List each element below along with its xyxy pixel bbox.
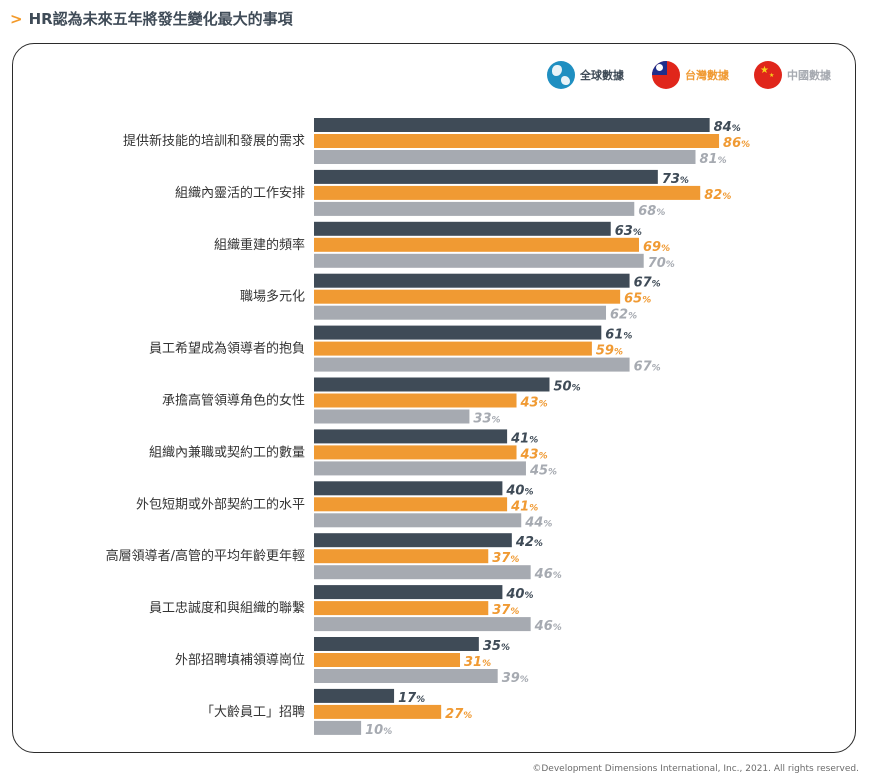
bar xyxy=(314,289,621,304)
data-label: 59% xyxy=(596,344,623,359)
bar xyxy=(314,185,701,200)
bar xyxy=(314,481,503,496)
category-label: 承擔高管領導角色的女性 xyxy=(162,393,305,409)
bar xyxy=(314,273,630,288)
data-label: 46% xyxy=(534,567,562,582)
bar xyxy=(314,461,526,476)
data-label: 62% xyxy=(610,308,637,323)
globe-icon xyxy=(547,61,575,89)
bar xyxy=(314,201,635,216)
data-label: 35% xyxy=(483,639,510,654)
bar xyxy=(314,409,470,424)
bar xyxy=(314,341,592,356)
category-label: 外部招聘填補領導崗位 xyxy=(175,652,305,668)
bar xyxy=(314,549,489,564)
bar xyxy=(314,305,607,320)
chart-card xyxy=(12,43,856,753)
data-label: 17% xyxy=(398,691,425,706)
legend-label-china: 中國數據 xyxy=(787,69,831,82)
data-label: 43% xyxy=(520,447,548,462)
bar xyxy=(314,704,442,719)
bar xyxy=(314,637,479,651)
bar xyxy=(314,601,489,616)
bar xyxy=(314,669,498,683)
data-label: 70% xyxy=(648,256,675,271)
bar xyxy=(314,513,522,528)
data-label: 67% xyxy=(634,276,661,291)
data-label: 41% xyxy=(510,499,538,514)
bar xyxy=(314,688,395,703)
category-label: 「大齡員工」招聘 xyxy=(201,705,305,720)
data-label: 41% xyxy=(510,431,538,446)
category-label: 組織內兼職或契約工的數量 xyxy=(149,444,305,460)
data-label: 46% xyxy=(534,619,562,634)
category-label: 員工忠誠度和與組織的聯繫 xyxy=(149,600,305,616)
legend-item-taiwan: 台灣數據 xyxy=(652,61,729,89)
data-label: 40% xyxy=(505,587,533,602)
data-label: 33% xyxy=(473,412,500,427)
bar xyxy=(314,565,531,580)
data-label: 10% xyxy=(365,723,392,738)
data-label: 84% xyxy=(714,120,741,135)
data-label: 69% xyxy=(643,240,670,255)
legend-item-global: 全球數據 xyxy=(547,61,624,89)
bar xyxy=(314,150,696,164)
bar xyxy=(314,617,531,632)
bar xyxy=(314,237,639,252)
data-label: 68% xyxy=(638,204,665,219)
chevron-right-icon: > xyxy=(10,10,23,28)
data-label: 73% xyxy=(662,172,689,187)
legend-label-global: 全球數據 xyxy=(580,69,624,82)
data-label: 61% xyxy=(605,328,632,343)
data-label: 65% xyxy=(624,292,651,307)
category-label: 組織內靈活的工作安排 xyxy=(175,185,305,201)
bar xyxy=(314,118,710,132)
bar xyxy=(314,253,644,268)
copyright-note: ©Development Dimensions International, I… xyxy=(532,764,859,774)
page-title: > HR認為未來五年將發生變化最大的事項 xyxy=(10,8,293,29)
data-label: 43% xyxy=(520,396,548,411)
data-label: 37% xyxy=(492,551,519,566)
bar xyxy=(314,720,362,735)
data-label: 44% xyxy=(524,515,552,530)
bar xyxy=(314,653,461,667)
bar xyxy=(314,445,517,460)
taiwan-flag-icon xyxy=(652,61,680,89)
data-label: 50% xyxy=(554,380,581,395)
bar xyxy=(314,429,508,444)
data-label: 81% xyxy=(700,152,727,167)
category-label: 高層領導者/高管的平均年齡更年輕 xyxy=(106,548,305,564)
bar xyxy=(314,497,508,512)
data-label: 27% xyxy=(445,707,472,722)
category-label: 外包短期或外部契約工的水平 xyxy=(136,496,305,512)
category-label: 職場多元化 xyxy=(240,289,305,305)
data-label: 45% xyxy=(529,463,557,478)
legend-item-china: 中國數據 xyxy=(754,61,831,89)
data-label: 86% xyxy=(723,136,750,151)
data-label: 31% xyxy=(464,655,491,670)
data-label: 40% xyxy=(505,483,533,498)
page-title-text: HR認為未來五年將發生變化最大的事項 xyxy=(28,10,293,28)
category-label: 員工希望成為領導者的抱負 xyxy=(149,341,305,357)
data-label: 67% xyxy=(634,360,661,375)
data-label: 63% xyxy=(615,224,642,239)
bar xyxy=(314,393,517,408)
data-label: 37% xyxy=(492,603,519,618)
china-flag-icon xyxy=(754,61,782,89)
data-label: 42% xyxy=(515,535,543,550)
category-label: 組織重建的頻率 xyxy=(214,237,305,253)
bar xyxy=(314,325,602,340)
bar xyxy=(314,377,550,392)
legend-label-taiwan: 台灣數據 xyxy=(685,69,729,82)
bar xyxy=(314,585,503,600)
bar xyxy=(314,221,611,236)
bar xyxy=(314,169,658,184)
data-label: 82% xyxy=(704,188,731,203)
bar xyxy=(314,533,512,548)
data-label: 39% xyxy=(502,671,529,686)
category-label: 提供新技能的培訓和發展的需求 xyxy=(123,133,305,149)
bar xyxy=(314,357,630,372)
bar xyxy=(314,134,720,148)
